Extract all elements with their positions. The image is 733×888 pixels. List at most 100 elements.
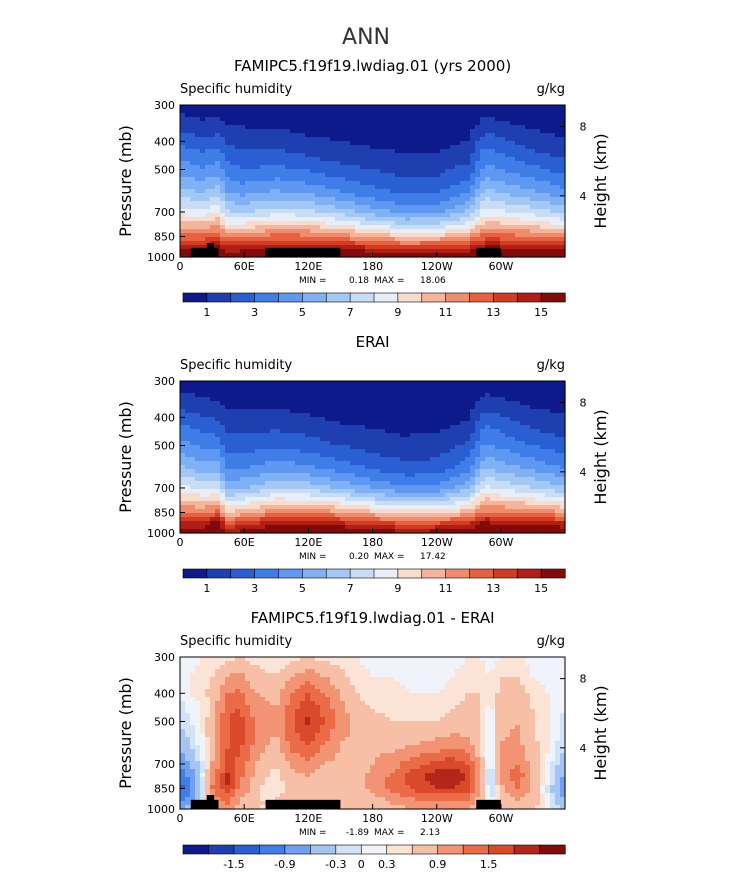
contour-cell <box>255 409 261 414</box>
contour-cell <box>435 217 441 222</box>
contour-cell <box>200 409 206 414</box>
contour-cell <box>430 125 436 130</box>
contour-cell <box>290 421 296 426</box>
contour-cell <box>295 213 301 218</box>
contour-cell <box>480 457 486 462</box>
contour-cell <box>320 241 326 246</box>
contour-cell <box>340 217 346 222</box>
contour-cell <box>360 409 366 414</box>
contour-cell <box>435 137 441 142</box>
contour-cell <box>485 381 491 386</box>
contour-cell <box>340 193 346 198</box>
contour-cell <box>425 425 431 430</box>
contour-cell <box>260 169 266 174</box>
contour-cell <box>325 217 331 222</box>
contour-cell <box>290 469 296 474</box>
contour-cell <box>260 113 266 118</box>
contour-cell <box>440 161 446 166</box>
contour-cell <box>395 157 401 162</box>
contour-cell <box>295 477 301 482</box>
contour-cell <box>545 133 551 138</box>
contour-cell <box>475 193 481 198</box>
colorbar-label: 11 <box>439 306 453 319</box>
contour-cell <box>495 145 501 150</box>
contour-cell <box>470 197 476 202</box>
contour-cell <box>190 157 196 162</box>
colorbar-label: 1 <box>203 306 210 319</box>
contour-cell <box>460 225 466 230</box>
contour-cell <box>380 181 386 186</box>
contour-cell <box>235 253 241 258</box>
contour-cell <box>450 193 456 198</box>
contour-cell <box>280 165 286 170</box>
contour-cell <box>370 105 376 110</box>
contour-cell <box>330 469 336 474</box>
contour-cell <box>520 253 526 258</box>
contour-cell <box>240 153 246 158</box>
contour-cell <box>360 457 366 462</box>
contour-cell <box>315 469 321 474</box>
contour-cell <box>430 245 436 250</box>
contour-cell <box>440 425 446 430</box>
contour-cell <box>520 145 526 150</box>
contour-cell <box>515 381 521 386</box>
contour-cell <box>240 385 246 390</box>
contour-cell <box>330 445 336 450</box>
contour-cell <box>495 405 501 410</box>
contour-cell <box>200 421 206 426</box>
contour-cell <box>265 113 271 118</box>
contour-cell <box>215 429 221 434</box>
contour-cell <box>375 141 381 146</box>
contour-cell <box>420 193 426 198</box>
contour-cell <box>270 229 276 234</box>
contour-cell <box>555 393 561 398</box>
contour-cell <box>450 477 456 482</box>
contour-cell <box>295 237 301 242</box>
contour-cell <box>475 145 481 150</box>
contour-cell <box>440 405 446 410</box>
contour-cell <box>425 185 431 190</box>
contour-cell <box>390 197 396 202</box>
contour-cell <box>520 125 526 130</box>
contour-cell <box>400 189 406 194</box>
contour-cell <box>455 137 461 142</box>
contour-cell <box>210 169 216 174</box>
contour-cell <box>260 245 266 250</box>
contour-cell <box>405 385 411 390</box>
contour-cell <box>240 401 246 406</box>
contour-cell <box>400 413 406 418</box>
contour-cell <box>485 233 491 238</box>
contour-cell <box>545 109 551 114</box>
contour-cell <box>220 417 226 422</box>
contour-cell <box>425 457 431 462</box>
contour-cell <box>260 481 266 486</box>
contour-cell <box>325 141 331 146</box>
contour-cell <box>515 133 521 138</box>
contour-cell <box>245 209 251 214</box>
contour-cell <box>260 165 266 170</box>
contour-cell <box>480 221 486 226</box>
contour-cell <box>275 473 281 478</box>
contour-cell <box>320 197 326 202</box>
contour-cell <box>560 457 566 462</box>
contour-cell <box>290 149 296 154</box>
contour-cell <box>215 441 221 446</box>
contour-cell <box>275 141 281 146</box>
contour-cell <box>510 397 516 402</box>
contour-cell <box>190 445 196 450</box>
contour-cell <box>345 153 351 158</box>
contour-cell <box>440 253 446 258</box>
contour-cell <box>445 413 451 418</box>
contour-cell <box>455 181 461 186</box>
contour-cell <box>560 461 566 466</box>
contour-cell <box>340 129 346 134</box>
contour-cell <box>370 137 376 142</box>
contour-cell <box>240 393 246 398</box>
contour-cell <box>230 469 236 474</box>
contour-cell <box>210 413 216 418</box>
contour-cell <box>245 121 251 126</box>
contour-cell <box>515 457 521 462</box>
contour-cell <box>250 109 256 114</box>
contour-cell <box>320 233 326 238</box>
contour-cell <box>535 453 541 458</box>
